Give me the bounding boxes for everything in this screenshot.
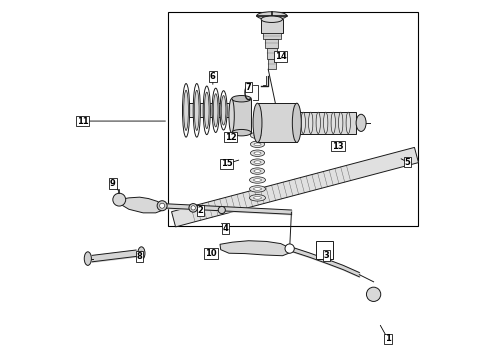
Text: 14: 14 xyxy=(275,52,287,61)
Ellipse shape xyxy=(182,84,190,137)
Ellipse shape xyxy=(253,179,262,181)
Ellipse shape xyxy=(84,252,92,265)
Ellipse shape xyxy=(213,94,218,127)
Bar xyxy=(268,59,275,69)
Ellipse shape xyxy=(229,99,234,133)
Circle shape xyxy=(367,287,381,301)
Ellipse shape xyxy=(339,112,343,134)
Ellipse shape xyxy=(195,90,199,130)
Bar xyxy=(317,242,333,258)
Text: 8: 8 xyxy=(137,252,143,261)
Ellipse shape xyxy=(309,112,313,134)
Text: 2: 2 xyxy=(197,206,203,215)
Ellipse shape xyxy=(193,84,200,137)
Ellipse shape xyxy=(253,188,262,190)
Ellipse shape xyxy=(249,186,266,192)
Text: 1: 1 xyxy=(385,334,391,343)
Text: 9: 9 xyxy=(110,179,116,188)
Ellipse shape xyxy=(140,251,143,255)
Ellipse shape xyxy=(323,112,328,134)
Ellipse shape xyxy=(220,91,227,130)
Text: 6: 6 xyxy=(210,72,216,81)
Bar xyxy=(258,103,297,143)
Ellipse shape xyxy=(253,197,262,199)
Ellipse shape xyxy=(254,143,261,145)
Polygon shape xyxy=(119,197,162,213)
Circle shape xyxy=(191,206,196,210)
Bar xyxy=(266,39,278,48)
Polygon shape xyxy=(220,241,290,256)
Ellipse shape xyxy=(250,168,265,174)
Ellipse shape xyxy=(138,247,145,260)
Ellipse shape xyxy=(293,103,301,143)
Ellipse shape xyxy=(346,112,350,134)
Ellipse shape xyxy=(212,88,220,132)
Circle shape xyxy=(285,244,294,253)
Ellipse shape xyxy=(184,90,188,130)
Bar xyxy=(232,99,251,133)
Ellipse shape xyxy=(253,103,262,143)
Text: 12: 12 xyxy=(225,132,237,141)
Text: 5: 5 xyxy=(405,158,411,167)
Circle shape xyxy=(157,201,167,211)
Text: 3: 3 xyxy=(323,251,329,260)
Bar xyxy=(187,103,229,117)
Ellipse shape xyxy=(257,12,287,19)
Circle shape xyxy=(189,203,197,212)
Ellipse shape xyxy=(250,132,265,139)
Bar xyxy=(168,12,418,226)
Ellipse shape xyxy=(250,159,265,165)
Ellipse shape xyxy=(203,86,210,135)
Ellipse shape xyxy=(204,92,209,129)
Ellipse shape xyxy=(254,170,261,172)
Ellipse shape xyxy=(232,130,251,136)
Ellipse shape xyxy=(232,95,251,102)
Ellipse shape xyxy=(254,134,261,137)
Text: 7: 7 xyxy=(245,83,251,92)
Text: 11: 11 xyxy=(76,117,88,126)
Circle shape xyxy=(160,203,165,208)
Ellipse shape xyxy=(249,177,266,183)
Text: 15: 15 xyxy=(220,159,232,168)
Text: 4: 4 xyxy=(222,224,228,233)
Polygon shape xyxy=(172,147,418,227)
Ellipse shape xyxy=(316,112,320,134)
Ellipse shape xyxy=(254,152,261,154)
Bar xyxy=(297,112,356,134)
Bar xyxy=(261,19,283,33)
Ellipse shape xyxy=(250,150,265,157)
Ellipse shape xyxy=(301,112,305,134)
Circle shape xyxy=(218,206,225,213)
Ellipse shape xyxy=(221,96,226,125)
Ellipse shape xyxy=(250,141,265,148)
Ellipse shape xyxy=(254,161,261,163)
Ellipse shape xyxy=(249,195,266,201)
Ellipse shape xyxy=(261,16,283,22)
Text: 13: 13 xyxy=(332,141,343,150)
Text: 10: 10 xyxy=(205,249,217,258)
Bar xyxy=(267,48,277,59)
Bar xyxy=(263,33,281,39)
Circle shape xyxy=(113,193,126,206)
Ellipse shape xyxy=(331,112,335,134)
Ellipse shape xyxy=(356,114,366,131)
